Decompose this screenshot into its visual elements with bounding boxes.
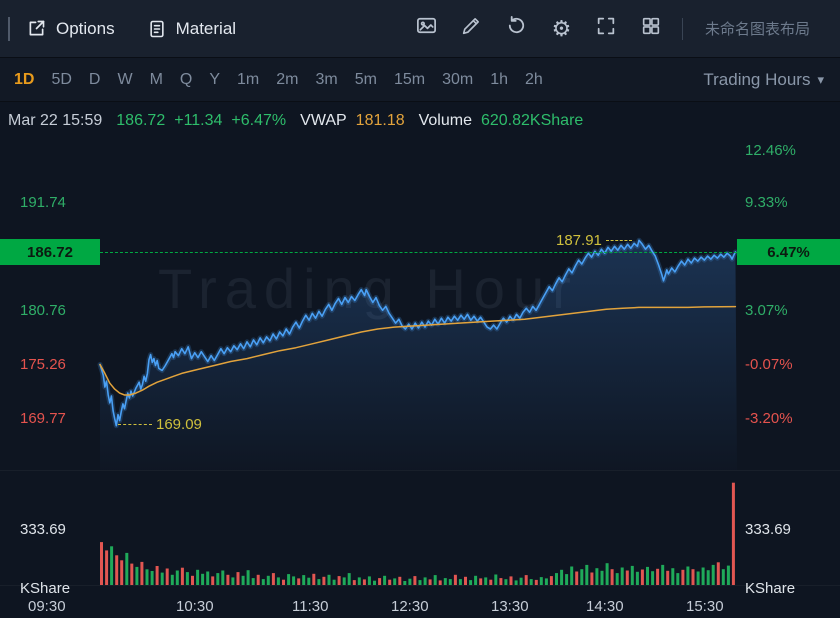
chart-area[interactable]: Trading Hour 186.72 6.47% 191.74 180.76 …: [0, 140, 840, 618]
snapshot-icon: [415, 14, 438, 43]
material-button[interactable]: Material: [131, 19, 252, 39]
tab-5m[interactable]: 5m: [354, 70, 377, 88]
tab-15m[interactable]: 15m: [393, 70, 426, 88]
quote-datetime: Mar 22 15:59: [8, 112, 103, 129]
price-change-pct: +6.47%: [231, 112, 287, 129]
price-chart-canvas[interactable]: [0, 140, 840, 618]
low-leader-line: [118, 424, 152, 425]
y-axis-pct-12: 12.46%: [745, 142, 796, 159]
tab-d[interactable]: D: [88, 70, 101, 88]
y-axis-pct-9: 9.33%: [745, 194, 788, 211]
last-price: 186.72: [116, 112, 166, 129]
tab-w[interactable]: W: [117, 70, 133, 88]
volume-baseline: [0, 585, 840, 586]
quote-info-bar: Mar 22 15:59 186.72 +11.34 +6.47% VWAP 1…: [0, 102, 840, 140]
x-axis-1430: 14:30: [586, 598, 624, 615]
current-price-tag: 186.72: [0, 239, 100, 265]
day-low-annotation: 169.09: [118, 416, 202, 433]
chevron-down-icon: ▾: [817, 71, 824, 87]
y-axis-pct-3: 3.07%: [745, 302, 788, 319]
session-selector[interactable]: Trading Hours ▾: [703, 70, 840, 90]
tab-30m[interactable]: 30m: [442, 70, 474, 88]
material-icon: [147, 19, 167, 39]
pane-separator: [0, 470, 840, 471]
volume-unit-left: KShare: [20, 580, 71, 597]
x-axis-1530: 15:30: [686, 598, 724, 615]
session-label: Trading Hours: [703, 69, 811, 89]
price-area-fill: [100, 240, 737, 470]
toolbar: Options Material: [0, 0, 840, 58]
tab-2m[interactable]: 2m: [276, 70, 299, 88]
vwap-label: VWAP: [300, 112, 347, 129]
volume-label: Volume: [418, 112, 472, 129]
volume-scale-left: 333.69: [20, 521, 66, 538]
y-axis-price-180: 180.76: [20, 302, 66, 319]
y-axis-pct-n3: -3.20%: [745, 410, 793, 427]
settings-button[interactable]: ⚙: [539, 10, 584, 48]
tab-m[interactable]: M: [149, 70, 163, 88]
vwap-line: [99, 305, 737, 396]
layout-grid-button[interactable]: [629, 10, 674, 48]
options-label: Options: [56, 18, 115, 38]
day-high-value: 187.91: [556, 232, 602, 249]
day-high-annotation: 187.91: [556, 232, 632, 249]
volume-value: 620.82KShare: [480, 112, 584, 129]
tab-2h[interactable]: 2h: [525, 70, 543, 88]
y-axis-price-191: 191.74: [20, 194, 66, 211]
y-axis-price-169: 169.77: [20, 410, 66, 427]
fullscreen-button[interactable]: [584, 10, 629, 48]
tab-1d[interactable]: 1D: [14, 70, 35, 88]
draw-button[interactable]: [449, 10, 494, 48]
chart-layout-name[interactable]: 未命名图表布局: [704, 21, 810, 38]
x-axis-1030: 10:30: [176, 598, 214, 615]
toolbar-divider: [681, 17, 683, 40]
price-change: +11.34: [174, 112, 223, 129]
y-axis-price-175: 175.26: [20, 356, 66, 373]
toolbar-edge-divider: [8, 16, 10, 41]
fullscreen-icon: [595, 15, 617, 43]
refresh-icon: [505, 14, 528, 43]
layout-grid-icon: [640, 15, 662, 43]
tab-5d[interactable]: 5D: [51, 70, 72, 88]
current-pct-tag: 6.47%: [737, 239, 840, 265]
tab-1h[interactable]: 1h: [490, 70, 509, 88]
timeframe-tabs: 1D 5D D W M Q Y 1m 2m 3m 5m 15m 30m 1h 2…: [0, 58, 840, 102]
volume-unit-right: KShare: [745, 580, 796, 597]
high-leader-line: [605, 240, 632, 241]
tab-1m[interactable]: 1m: [237, 70, 260, 88]
refresh-button[interactable]: [494, 10, 539, 48]
gear-icon: ⚙: [551, 15, 572, 41]
options-icon: [26, 18, 47, 39]
tab-q[interactable]: Q: [179, 70, 193, 88]
material-label: Material: [175, 18, 237, 38]
volume-bars: [100, 482, 735, 585]
y-axis-pct-n0: -0.07%: [745, 356, 793, 373]
current-price-line: [100, 252, 737, 253]
price-line: [99, 239, 737, 427]
x-axis-1330: 13:30: [491, 598, 529, 615]
tab-3m[interactable]: 3m: [315, 70, 338, 88]
vwap-value: 181.18: [355, 112, 405, 129]
x-axis-1130: 11:30: [292, 598, 329, 615]
volume-scale-right: 333.69: [745, 521, 791, 538]
snapshot-button[interactable]: [404, 10, 449, 48]
x-axis-1230: 12:30: [391, 598, 429, 615]
x-axis-0930: 09:30: [28, 598, 66, 615]
options-button[interactable]: Options: [10, 18, 131, 39]
tab-y[interactable]: Y: [209, 70, 221, 88]
pencil-icon: [460, 15, 482, 43]
day-low-value: 169.09: [156, 416, 202, 433]
